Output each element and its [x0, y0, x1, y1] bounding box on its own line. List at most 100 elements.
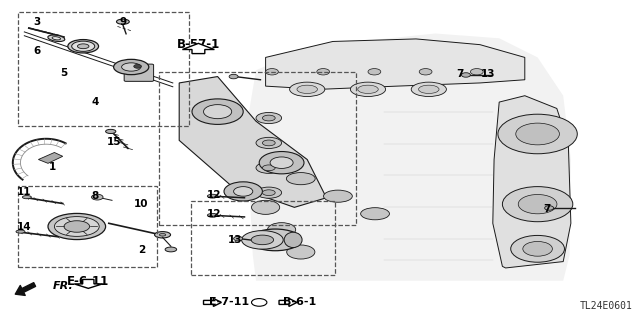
Ellipse shape [159, 234, 166, 236]
Ellipse shape [262, 115, 275, 121]
Ellipse shape [324, 190, 352, 202]
Ellipse shape [52, 37, 61, 40]
Circle shape [498, 114, 577, 154]
Polygon shape [182, 43, 214, 54]
Circle shape [317, 69, 330, 75]
Polygon shape [38, 152, 63, 163]
Ellipse shape [262, 165, 275, 171]
Ellipse shape [48, 35, 65, 41]
Text: 12: 12 [207, 209, 221, 219]
Ellipse shape [297, 85, 317, 93]
Ellipse shape [122, 63, 141, 71]
Circle shape [259, 152, 304, 174]
Circle shape [192, 99, 243, 124]
Circle shape [368, 69, 381, 75]
Polygon shape [74, 279, 102, 288]
Text: FR.: FR. [53, 281, 74, 292]
Polygon shape [179, 77, 326, 207]
FancyArrowPatch shape [15, 283, 36, 295]
Ellipse shape [249, 229, 301, 251]
Text: 5: 5 [60, 68, 68, 78]
Circle shape [234, 187, 253, 196]
Ellipse shape [256, 113, 282, 124]
Ellipse shape [16, 230, 25, 233]
Text: E-7-11: E-7-11 [209, 297, 249, 308]
Ellipse shape [262, 140, 275, 146]
Ellipse shape [411, 82, 447, 97]
Ellipse shape [284, 232, 302, 248]
Ellipse shape [207, 213, 218, 217]
Text: 14: 14 [17, 222, 31, 232]
Circle shape [204, 105, 232, 119]
Ellipse shape [256, 137, 282, 149]
Text: 12: 12 [207, 190, 221, 200]
Text: TL24E0601: TL24E0601 [579, 301, 632, 311]
Ellipse shape [72, 41, 95, 51]
Ellipse shape [116, 19, 129, 24]
Text: E-6-11: E-6-11 [67, 275, 109, 288]
Ellipse shape [106, 130, 116, 133]
Bar [18, 186, 157, 267]
Ellipse shape [155, 232, 170, 238]
Circle shape [134, 64, 141, 68]
Text: 15: 15 [107, 137, 121, 147]
Ellipse shape [207, 194, 218, 198]
Ellipse shape [241, 231, 283, 249]
Text: 1: 1 [49, 161, 56, 172]
Circle shape [268, 223, 296, 237]
Text: 4: 4 [91, 97, 99, 107]
Circle shape [502, 187, 573, 222]
Ellipse shape [289, 82, 325, 97]
Text: 13: 13 [481, 69, 495, 79]
Polygon shape [493, 96, 571, 268]
Text: 2: 2 [138, 245, 146, 256]
Text: B-6-1: B-6-1 [283, 297, 316, 308]
Text: 7: 7 [543, 204, 551, 214]
Circle shape [523, 241, 552, 256]
Circle shape [229, 74, 238, 79]
Text: 9: 9 [119, 17, 127, 27]
Polygon shape [204, 298, 221, 307]
Text: 8: 8 [91, 191, 99, 201]
Circle shape [266, 69, 278, 75]
Ellipse shape [358, 85, 378, 93]
Text: 13: 13 [228, 235, 243, 245]
Bar [191, 201, 335, 275]
Circle shape [470, 69, 483, 75]
Ellipse shape [165, 247, 177, 252]
Circle shape [92, 194, 103, 200]
Circle shape [234, 236, 243, 241]
Ellipse shape [419, 85, 439, 93]
Text: 10: 10 [134, 198, 148, 209]
Ellipse shape [351, 82, 385, 97]
Polygon shape [246, 33, 571, 281]
Ellipse shape [64, 221, 90, 232]
Text: B-57-1: B-57-1 [177, 38, 220, 50]
Ellipse shape [54, 217, 99, 236]
Circle shape [518, 195, 557, 214]
Text: 11: 11 [17, 187, 31, 197]
Polygon shape [266, 39, 525, 89]
Polygon shape [279, 298, 297, 307]
Ellipse shape [77, 44, 89, 49]
Ellipse shape [114, 59, 148, 75]
Ellipse shape [361, 208, 389, 220]
Circle shape [252, 200, 280, 214]
FancyBboxPatch shape [124, 64, 154, 81]
Ellipse shape [22, 196, 31, 199]
Ellipse shape [48, 213, 106, 240]
Ellipse shape [262, 190, 275, 196]
Ellipse shape [68, 40, 99, 53]
Circle shape [545, 206, 554, 210]
Text: 3: 3 [33, 17, 41, 27]
Ellipse shape [256, 187, 282, 198]
Circle shape [270, 157, 293, 168]
Circle shape [252, 299, 267, 306]
Circle shape [511, 235, 564, 262]
Ellipse shape [287, 173, 315, 185]
Circle shape [287, 245, 315, 259]
Circle shape [516, 123, 559, 145]
Circle shape [419, 69, 432, 75]
Bar [18, 12, 189, 126]
Circle shape [461, 73, 470, 77]
